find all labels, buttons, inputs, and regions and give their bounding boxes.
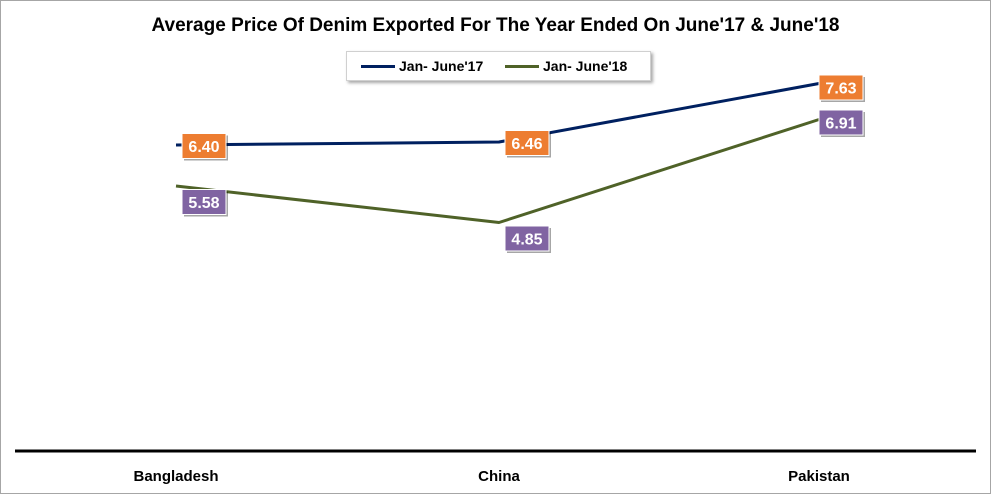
legend-entry-jan-june-17: Jan- June'17: [361, 52, 483, 80]
data-label-jan-june-17-china: 6.46: [511, 136, 542, 153]
series-line-jan-june-17: [175, 82, 820, 147]
data-label-jan-june-18-china: 4.85: [511, 232, 542, 249]
data-label-jan-june-18-bangladesh: 5.58: [188, 195, 219, 212]
legend-entry-jan-june-18: Jan- June'18: [505, 52, 627, 80]
data-label-box-jan-june-17-china: [504, 130, 550, 156]
x-tick-label-bangladesh: Bangladesh: [133, 468, 218, 485]
legend-swatch-jan-june-17: [361, 64, 395, 68]
data-label-jan-june-18-pakistan: 6.91: [825, 116, 856, 133]
data-label-jan-june-17-bangladesh: 6.40: [188, 139, 219, 156]
legend-label-jan-june-17: Jan- June'17: [399, 58, 484, 74]
chart-title: Average Price Of Denim Exported For The …: [151, 15, 840, 36]
x-tick-label-china: China: [478, 468, 520, 485]
data-label-box-jan-june-17-pakistan: [818, 74, 864, 101]
legend: Jan- June'17 Jan- June'18: [346, 51, 651, 81]
x-tick-label-pakistan: Pakistan: [788, 468, 850, 485]
data-label-box-jan-june-17-bangladesh: [181, 133, 227, 159]
legend-label-jan-june-18: Jan- June'18: [543, 58, 628, 74]
series-line-jan-june-18: [175, 118, 820, 224]
data-label-box-jan-june-18-bangladesh: [181, 189, 227, 215]
data-label-box-jan-june-18-pakistan: [818, 109, 864, 136]
data-label-box-jan-june-18-china: [504, 225, 550, 252]
legend-swatch-jan-june-18: [505, 64, 539, 68]
data-label-jan-june-17-pakistan: 7.63: [825, 81, 856, 98]
